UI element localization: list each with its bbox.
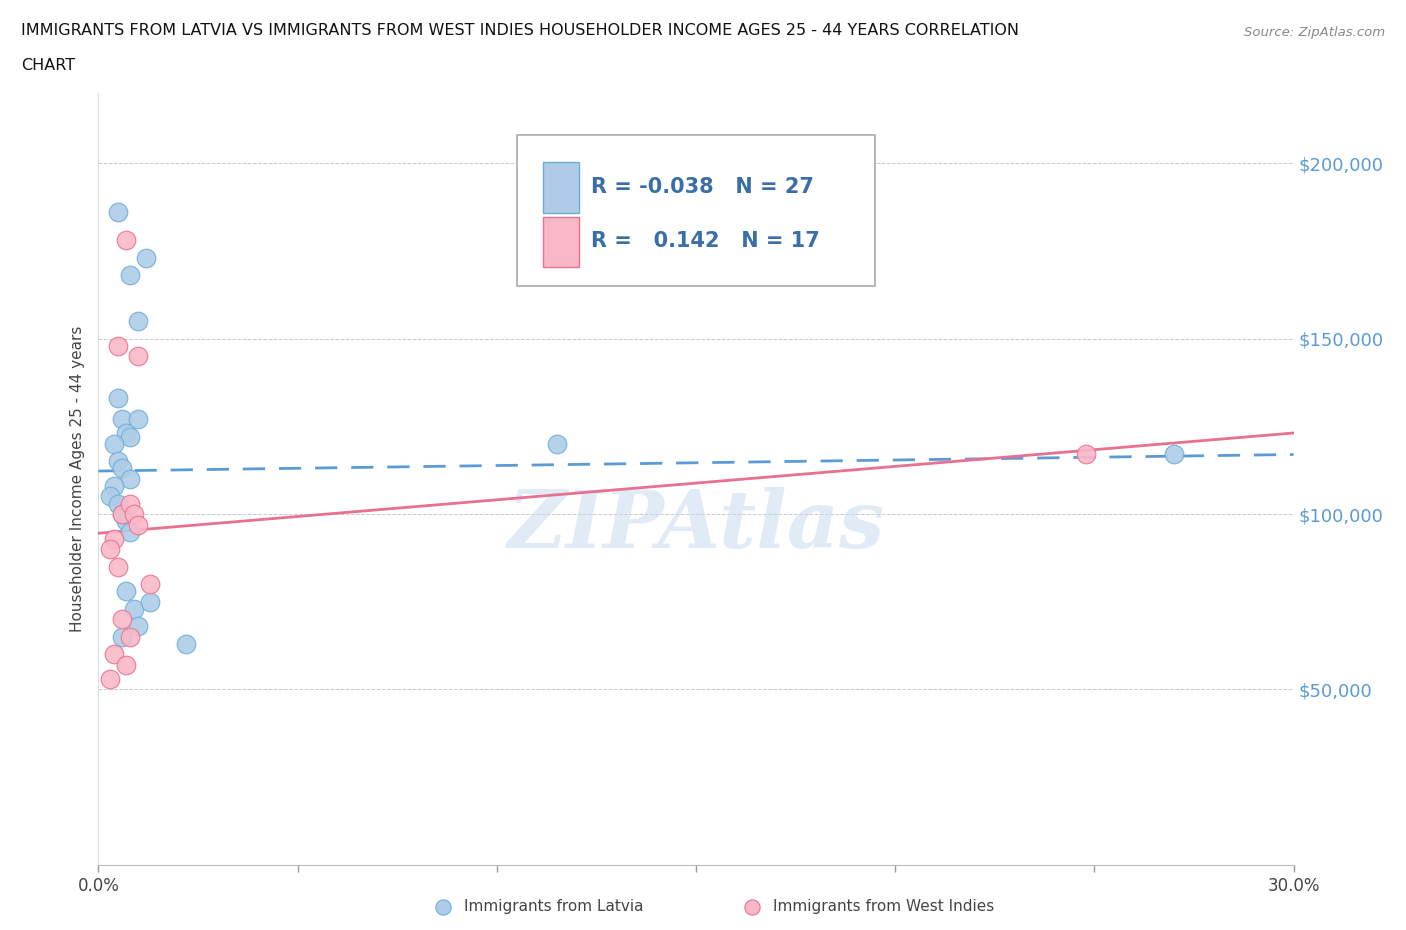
Point	[111, 507, 134, 522]
Text: CHART: CHART	[21, 58, 75, 73]
Point	[107, 559, 129, 574]
Point	[1163, 447, 1185, 462]
Point	[111, 461, 134, 476]
Point	[107, 496, 129, 511]
FancyBboxPatch shape	[543, 163, 579, 213]
Y-axis label: Householder Income Ages 25 - 44 years: Householder Income Ages 25 - 44 years	[70, 326, 86, 632]
Point	[127, 349, 149, 364]
Point	[120, 430, 142, 445]
Text: Source: ZipAtlas.com: Source: ZipAtlas.com	[1244, 26, 1385, 39]
Point	[124, 507, 146, 522]
Text: ZIPAtlas: ZIPAtlas	[508, 486, 884, 564]
Text: Immigrants from West Indies: Immigrants from West Indies	[773, 899, 994, 914]
Point	[139, 594, 162, 609]
FancyBboxPatch shape	[517, 136, 876, 286]
Point	[98, 541, 122, 556]
Point	[139, 577, 162, 591]
Point	[120, 525, 142, 539]
Point	[115, 658, 138, 672]
Point	[115, 426, 138, 441]
Point	[127, 517, 149, 532]
Point	[111, 612, 134, 627]
Text: IMMIGRANTS FROM LATVIA VS IMMIGRANTS FROM WEST INDIES HOUSEHOLDER INCOME AGES 25: IMMIGRANTS FROM LATVIA VS IMMIGRANTS FRO…	[21, 23, 1019, 38]
Point	[124, 602, 146, 617]
Point	[115, 584, 138, 599]
Point	[127, 412, 149, 427]
Point	[120, 496, 142, 511]
Point	[111, 630, 134, 644]
FancyBboxPatch shape	[543, 217, 579, 267]
Point	[107, 391, 129, 405]
Point	[107, 339, 129, 353]
Text: R =   0.142   N = 17: R = 0.142 N = 17	[591, 232, 820, 251]
Point	[107, 454, 129, 469]
Point	[127, 618, 149, 633]
Point	[103, 647, 125, 662]
Point	[111, 412, 134, 427]
Point	[120, 630, 142, 644]
Point	[115, 232, 138, 247]
Point	[135, 250, 157, 265]
Text: R = -0.038   N = 27: R = -0.038 N = 27	[591, 178, 814, 197]
Point	[115, 513, 138, 528]
Point	[98, 489, 122, 504]
Point	[1076, 447, 1098, 462]
Point	[1343, 857, 1365, 872]
Point	[127, 313, 149, 328]
Point	[546, 436, 568, 451]
Point	[103, 436, 125, 451]
Point	[111, 507, 134, 522]
Text: Immigrants from Latvia: Immigrants from Latvia	[464, 899, 644, 914]
Point	[120, 472, 142, 486]
Point	[103, 531, 125, 546]
Point	[103, 479, 125, 494]
Point	[98, 671, 122, 686]
Point	[107, 205, 129, 219]
Point	[120, 268, 142, 283]
Point	[174, 636, 197, 651]
